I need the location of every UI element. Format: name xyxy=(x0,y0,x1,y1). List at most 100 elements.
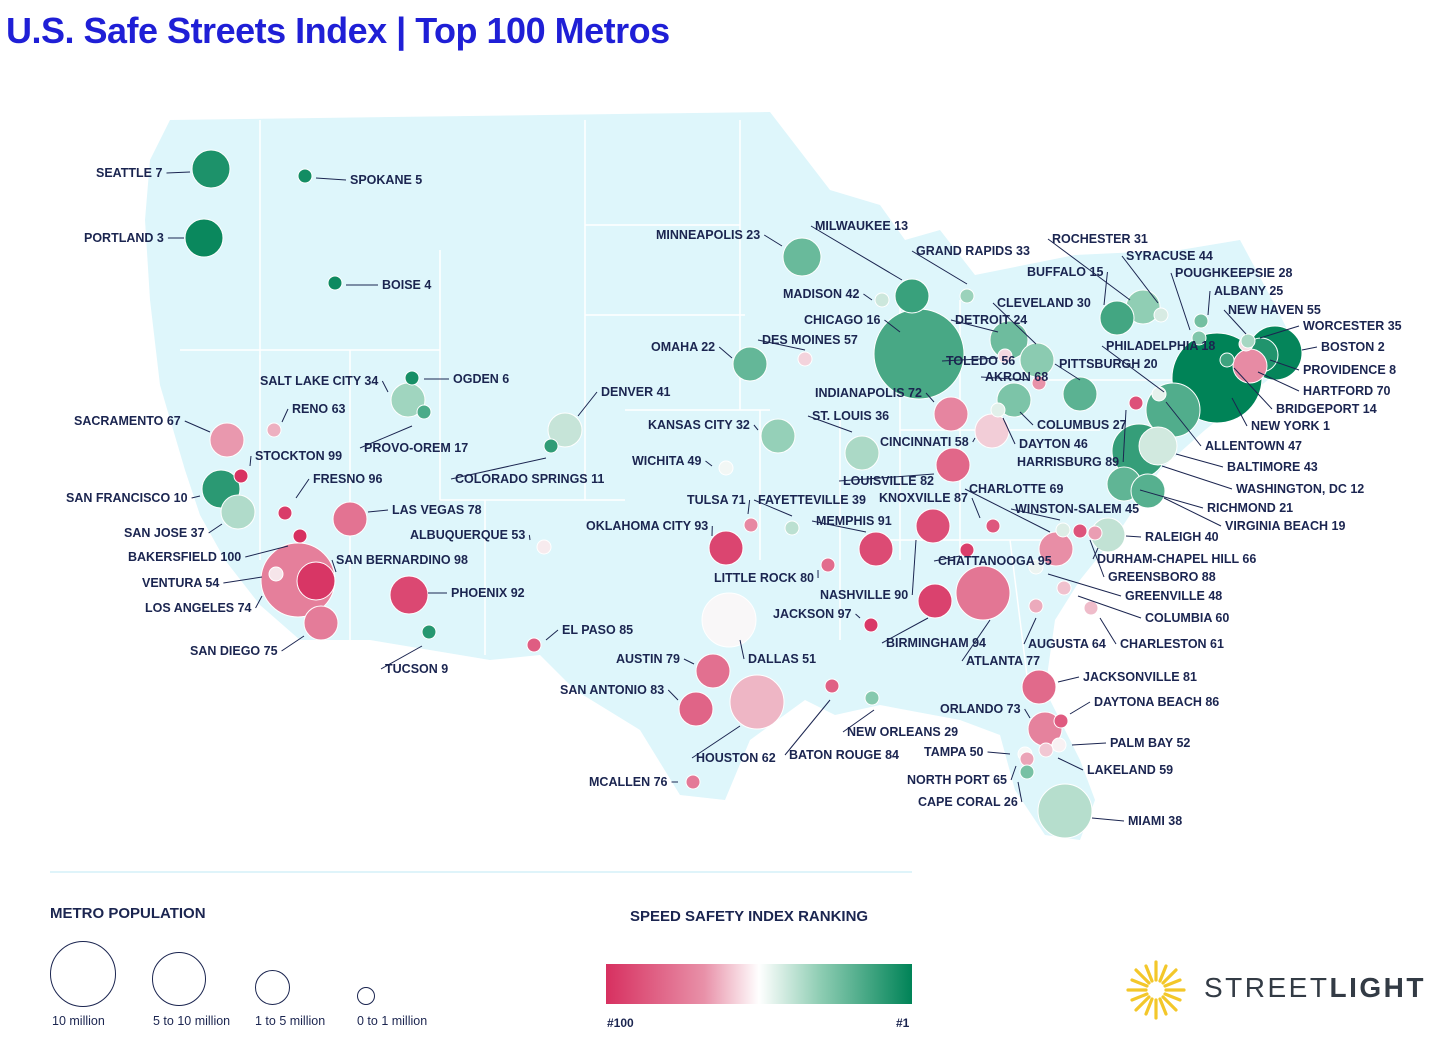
metro-bubble xyxy=(1128,395,1144,411)
metro-label: CLEVELAND 30 xyxy=(997,296,1091,310)
metro-leader-line xyxy=(1023,617,1037,645)
metro-bubble xyxy=(1038,742,1054,758)
metro-leader-line xyxy=(784,699,831,756)
metro-leader-line xyxy=(1125,535,1142,538)
metro-leader-line xyxy=(691,725,741,759)
metro-label: JACKSONVILLE 81 xyxy=(1083,670,1197,684)
metro-leader-line xyxy=(1047,238,1131,301)
metro-bubble xyxy=(191,149,231,189)
metro-bubble xyxy=(1232,348,1268,384)
metro-leader-line xyxy=(295,478,310,499)
metro-bubble xyxy=(266,422,282,438)
metro-leader-line xyxy=(753,424,759,431)
metro-bubble xyxy=(416,404,432,420)
metro-leader-line xyxy=(545,629,559,641)
metro-label: RENO 63 xyxy=(292,402,346,416)
metro-leader-line xyxy=(577,391,598,417)
metro-label: FAYETTEVILLE 39 xyxy=(758,493,866,507)
metro-leader-line xyxy=(941,357,999,362)
metro-label: SACRAMENTO 67 xyxy=(74,414,181,428)
metro-bubble xyxy=(1099,300,1135,336)
metro-leader-line xyxy=(884,319,901,333)
metro-leader-line xyxy=(911,250,968,285)
us-land-outline xyxy=(145,112,1300,840)
metro-label: HARRISBURG 89 xyxy=(1017,455,1119,469)
metro-label: BOSTON 2 xyxy=(1321,340,1385,354)
metro-bubble xyxy=(955,565,1011,621)
metro-label: OMAHA 22 xyxy=(651,340,715,354)
metro-bubble xyxy=(701,592,757,648)
metro-label: PROVIDENCE 8 xyxy=(1303,363,1396,377)
metro-leader-line xyxy=(1047,573,1122,597)
metro-bubble xyxy=(209,422,245,458)
legend-circle-medium-icon xyxy=(152,952,206,1006)
metro-bubble xyxy=(332,501,368,537)
metro-leader-line xyxy=(1002,417,1016,445)
metro-leader-line xyxy=(950,319,999,333)
metro-bubble xyxy=(718,460,734,476)
metro-label: HARTFORD 70 xyxy=(1303,384,1391,398)
metro-bubble xyxy=(547,412,583,448)
metro-label: ORLANDO 73 xyxy=(940,702,1021,716)
metro-label: HOUSTON 62 xyxy=(696,751,776,765)
metro-bubble xyxy=(784,520,800,536)
metro-leader-line xyxy=(255,595,263,609)
metro-leader-line xyxy=(1017,781,1023,803)
metro-leader-line xyxy=(1269,359,1300,371)
metro-leader-line xyxy=(1207,290,1211,316)
metro-bubble xyxy=(959,542,975,558)
metro-bubble xyxy=(277,505,293,521)
metro-leader-line xyxy=(1163,497,1222,527)
metro-bubble xyxy=(296,561,336,601)
metro-leader-line xyxy=(1161,465,1233,490)
metro-leader-line xyxy=(1089,539,1105,578)
metro-label: DENVER 41 xyxy=(601,385,671,399)
metro-leader-line xyxy=(450,457,547,480)
metro-label: WORCESTER 35 xyxy=(1303,319,1402,333)
metro-label: FRESNO 96 xyxy=(313,472,383,486)
metro-label: WICHITA 49 xyxy=(632,454,701,468)
metro-bubble xyxy=(1191,330,1207,346)
metro-bubble xyxy=(1055,522,1071,538)
metro-bubble xyxy=(824,678,840,694)
metro-bubble xyxy=(864,690,880,706)
metro-bubble xyxy=(959,288,975,304)
metro-bubble xyxy=(1153,307,1169,323)
population-legend-title: METRO POPULATION xyxy=(50,905,206,922)
metro-label: CAPE CORAL 26 xyxy=(918,795,1018,809)
metro-bubble xyxy=(1051,737,1067,753)
metro-leader-line xyxy=(925,392,935,403)
metro-leader-line xyxy=(1099,617,1117,645)
metro-leader-line xyxy=(838,473,935,482)
metro-label: GREENVILLE 48 xyxy=(1125,589,1222,603)
ranking-legend-title: SPEED SAFETY INDEX RANKING xyxy=(630,908,869,925)
metro-label: SAN ANTONIO 83 xyxy=(560,683,664,697)
metro-leader-line xyxy=(881,617,929,644)
metro-label: OKLAHOMA CITY 93 xyxy=(586,519,708,533)
metro-label: WASHINGTON, DC 12 xyxy=(1236,482,1364,496)
metro-bubble xyxy=(389,575,429,615)
metro-leader-line xyxy=(1121,255,1159,304)
metro-leader-line xyxy=(1231,397,1248,427)
metro-leader-line xyxy=(705,460,713,467)
metro-leader-line xyxy=(1170,272,1191,331)
metro-bubble xyxy=(915,508,951,544)
legend-pop-label: 0 to 1 million xyxy=(357,1014,428,1028)
ranking-gradient xyxy=(606,964,912,1004)
metro-leader-line xyxy=(810,225,903,281)
metro-leader-line xyxy=(1057,757,1084,771)
metro-bubble xyxy=(894,278,930,314)
metro-label: SYRACUSE 44 xyxy=(1126,249,1213,263)
metro-bubble xyxy=(1037,783,1093,839)
metro-label: WINSTON-SALEM 45 xyxy=(1015,502,1139,516)
metro-leader-line xyxy=(315,177,347,181)
metro-label: SEATTLE 7 xyxy=(96,166,162,180)
metro-label: PALM BAY 52 xyxy=(1110,736,1190,750)
metro-label: PITTSBURGH 20 xyxy=(1059,357,1158,371)
metro-bubble xyxy=(404,370,420,386)
metro-leader-line xyxy=(971,497,981,519)
metro-bubble xyxy=(917,583,953,619)
metro-label: TOLEDO 56 xyxy=(946,354,1015,368)
metro-label: LAS VEGAS 78 xyxy=(392,503,482,517)
metro-label: SAN FRANCISCO 10 xyxy=(66,491,188,505)
